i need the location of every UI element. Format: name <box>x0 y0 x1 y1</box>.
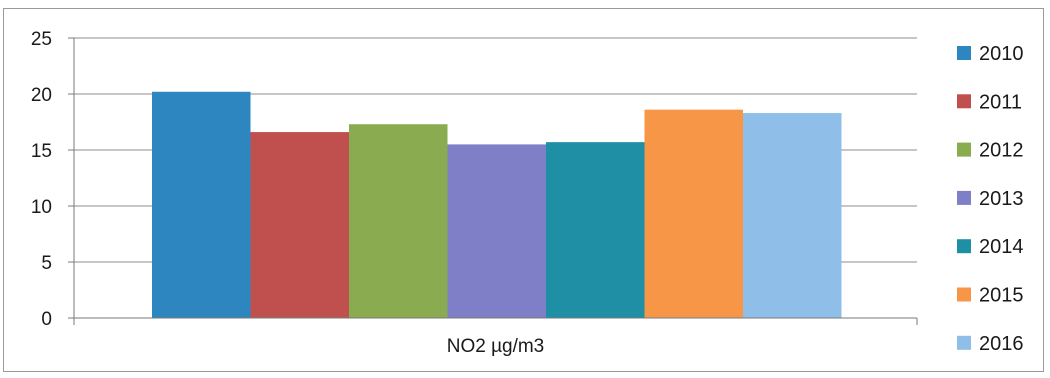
x-category-label: NO2 µg/m3 <box>447 336 545 357</box>
bar-2012 <box>349 124 448 319</box>
legend: 2010 2011 2012 2013 2014 2015 2016 <box>957 43 1024 355</box>
legend-label-2015: 2015 <box>979 285 1024 307</box>
legend-swatch-2016 <box>957 335 971 350</box>
legend-swatch-2012 <box>957 142 971 157</box>
y-tick-label: 15 <box>31 141 52 162</box>
legend-label-2014: 2014 <box>979 236 1024 258</box>
legend-label-2011: 2011 <box>979 91 1022 113</box>
bar-2010 <box>152 91 251 318</box>
bar-2011 <box>250 132 349 318</box>
bars <box>152 91 842 319</box>
legend-swatch-2013 <box>957 190 971 205</box>
bar-2015 <box>644 109 743 319</box>
legend-label-2012: 2012 <box>979 140 1024 162</box>
y-tick-label: 0 <box>41 309 52 330</box>
legend-swatch-2014 <box>957 239 971 254</box>
legend-swatch-2011 <box>957 94 971 109</box>
axes <box>73 38 918 325</box>
legend-label-2013: 2013 <box>979 188 1024 210</box>
y-tick-labels: 0 5 10 15 20 25 <box>31 29 52 330</box>
bar-2013 <box>447 144 546 318</box>
legend-label-2010: 2010 <box>979 43 1024 65</box>
y-tick-label: 5 <box>41 253 52 274</box>
legend-swatch-2010 <box>957 46 971 60</box>
legend-label-2016: 2016 <box>979 333 1024 355</box>
y-tick-label: 25 <box>31 29 52 50</box>
bar-2014 <box>546 142 645 318</box>
bar-2016 <box>743 113 842 318</box>
y-tick-label: 20 <box>31 85 52 106</box>
y-tick-label: 10 <box>31 197 52 218</box>
legend-swatch-2015 <box>957 287 971 302</box>
